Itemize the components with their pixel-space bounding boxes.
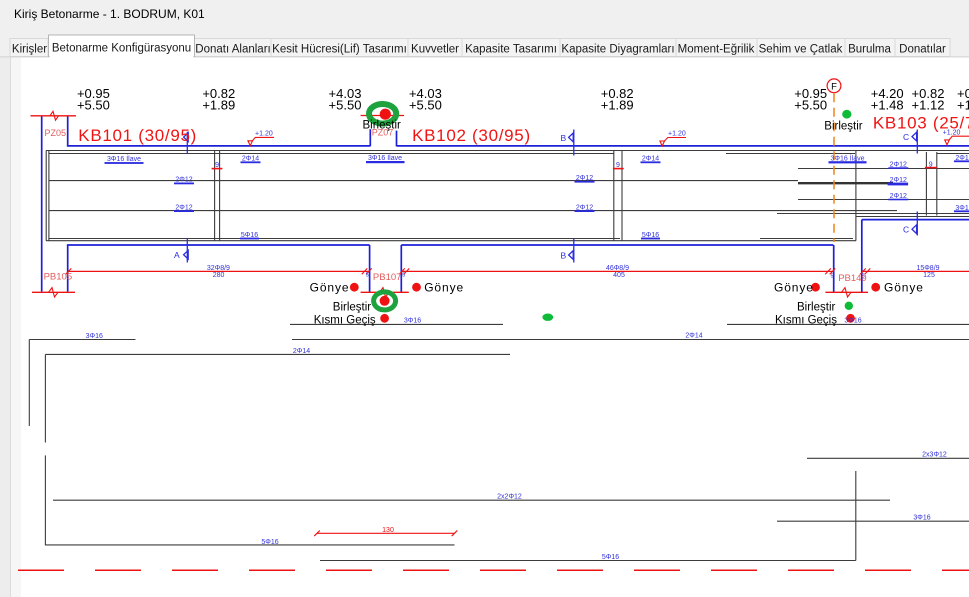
svg-text:2Φ14: 2Φ14 <box>955 155 969 162</box>
svg-text:2Φ14: 2Φ14 <box>685 333 702 340</box>
svg-text:PZ07: PZ07 <box>372 127 394 137</box>
svg-text:Birleştir: Birleştir <box>797 301 836 313</box>
svg-text:15Φ8/9: 15Φ8/9 <box>916 265 939 272</box>
svg-text:+5.50: +5.50 <box>329 98 362 113</box>
svg-text:+1.20: +1.20 <box>668 131 686 138</box>
svg-text:C: C <box>903 225 909 235</box>
svg-text:Kirişler: Kirişler <box>12 43 47 55</box>
svg-text:46Φ8/9: 46Φ8/9 <box>606 265 629 272</box>
svg-text:F: F <box>831 82 837 93</box>
svg-text:125: 125 <box>923 272 935 279</box>
svg-text:Gönye: Gönye <box>310 280 350 294</box>
svg-text:32Φ8/9: 32Φ8/9 <box>207 265 230 272</box>
svg-text:+4.03: +4.03 <box>409 86 442 101</box>
svg-text:Kısmı Geçiş: Kısmı Geçiş <box>314 314 376 326</box>
svg-text:+1.89: +1.89 <box>601 98 634 113</box>
svg-text:3Φ12: 3Φ12 <box>955 205 969 212</box>
svg-text:Sehim ve Çatlak: Sehim ve Çatlak <box>759 43 843 55</box>
svg-text:Kapasite Tasarımı: Kapasite Tasarımı <box>465 43 557 55</box>
svg-text:+4.20: +4.20 <box>871 86 904 101</box>
svg-text:2Φ14: 2Φ14 <box>293 348 310 355</box>
svg-text:Donatılar: Donatılar <box>899 43 946 55</box>
svg-text:2Φ12: 2Φ12 <box>175 204 192 211</box>
svg-text:+5.50: +5.50 <box>794 98 827 113</box>
svg-text:+1.20: +1.20 <box>943 130 961 137</box>
svg-text:2Φ12: 2Φ12 <box>890 193 907 200</box>
svg-text:+0.82: +0.82 <box>601 86 634 101</box>
svg-text:2Φ12: 2Φ12 <box>890 162 907 169</box>
svg-text:Gönye: Gönye <box>884 280 924 294</box>
svg-text:5: 5 <box>366 273 369 279</box>
svg-text:PZ05: PZ05 <box>45 128 67 138</box>
svg-text:+1.20: +1.20 <box>255 131 273 138</box>
svg-text:C: C <box>903 132 909 142</box>
svg-text:2x3Φ12: 2x3Φ12 <box>922 452 947 459</box>
svg-text:2Φ12: 2Φ12 <box>890 177 907 184</box>
svg-text:Betonarme Konfigürasyonu: Betonarme Konfigürasyonu <box>52 42 191 54</box>
svg-text:2Φ12: 2Φ12 <box>576 204 593 211</box>
svg-text:PB149: PB149 <box>838 273 867 284</box>
svg-text:5Φ16: 5Φ16 <box>261 539 278 546</box>
svg-text:9: 9 <box>215 162 219 169</box>
svg-text:Gönye: Gönye <box>424 280 464 294</box>
svg-text:Donatı Alanları: Donatı Alanları <box>195 43 270 55</box>
svg-text:3Φ16: 3Φ16 <box>913 514 930 521</box>
svg-text:+0.82: +0.82 <box>202 86 235 101</box>
svg-text:KB101 (30/95): KB101 (30/95) <box>78 126 197 145</box>
svg-text:Moment-Eğrilik: Moment-Eğrilik <box>678 43 755 55</box>
svg-text:2Φ12: 2Φ12 <box>576 175 593 182</box>
svg-text:KB102 (30/95): KB102 (30/95) <box>412 126 531 145</box>
svg-text:5: 5 <box>862 273 865 279</box>
svg-text:2Φ14: 2Φ14 <box>242 156 259 163</box>
svg-text:405: 405 <box>613 272 625 279</box>
svg-text:3Φ16 İlave: 3Φ16 İlave <box>831 154 865 163</box>
svg-text:+1.48: +1.48 <box>871 98 904 113</box>
svg-text:Birleştir: Birleştir <box>363 120 402 132</box>
svg-text:Kuvvetler: Kuvvetler <box>411 43 459 55</box>
svg-text:+4.03: +4.03 <box>329 86 362 101</box>
svg-text:5Φ16: 5Φ16 <box>602 554 619 561</box>
svg-text:Gönye: Gönye <box>774 280 814 294</box>
svg-text:2Φ12: 2Φ12 <box>175 177 192 184</box>
svg-text:3Φ16: 3Φ16 <box>844 318 861 325</box>
svg-text:PB107: PB107 <box>373 272 402 283</box>
svg-text:+0.95: +0.95 <box>77 86 110 101</box>
svg-text:280: 280 <box>213 272 225 279</box>
svg-text:130: 130 <box>382 527 394 534</box>
svg-text:3Φ16: 3Φ16 <box>86 333 103 340</box>
svg-text:+5.50: +5.50 <box>409 98 442 113</box>
svg-text:5Φ16: 5Φ16 <box>642 232 659 239</box>
svg-text:+1.12: +1.12 <box>957 98 969 113</box>
svg-text:A: A <box>174 250 180 260</box>
svg-text:+1.89: +1.89 <box>202 98 235 113</box>
svg-text:5Φ16: 5Φ16 <box>241 232 258 239</box>
svg-text:Kısmı Geçiş: Kısmı Geçiş <box>775 314 837 326</box>
svg-text:5: 5 <box>402 273 405 279</box>
svg-text:PB105: PB105 <box>44 272 73 283</box>
svg-text:+0.95: +0.95 <box>794 86 827 101</box>
svg-text:B: B <box>561 133 567 143</box>
svg-text:Kiriş Betonarme - 1. BODRUM, K: Kiriş Betonarme - 1. BODRUM, K01 <box>14 7 205 21</box>
svg-text:B: B <box>561 251 567 261</box>
svg-text:+0.82: +0.82 <box>957 86 969 101</box>
svg-text:+5.50: +5.50 <box>77 98 110 113</box>
svg-text:9: 9 <box>616 162 620 169</box>
svg-text:Burulma: Burulma <box>848 43 891 55</box>
svg-text:+0.82: +0.82 <box>912 86 945 101</box>
svg-text:+1.12: +1.12 <box>912 98 945 113</box>
svg-text:3Φ16 İlave: 3Φ16 İlave <box>107 154 141 163</box>
svg-text:Birleştir: Birleştir <box>824 120 863 132</box>
svg-text:KB103 (25/70): KB103 (25/70) <box>873 114 969 133</box>
svg-text:5: 5 <box>830 273 833 279</box>
svg-text:3Φ16: 3Φ16 <box>404 318 421 325</box>
svg-text:9: 9 <box>929 161 933 168</box>
svg-text:Birleştir: Birleştir <box>333 301 372 313</box>
svg-text:3Φ16 İlave: 3Φ16 İlave <box>368 153 402 162</box>
svg-text:Kesit Hücresi(Lif) Tasarımı: Kesit Hücresi(Lif) Tasarımı <box>272 43 407 55</box>
svg-text:2Φ14: 2Φ14 <box>642 156 659 163</box>
svg-text:Kapasite Diyagramları: Kapasite Diyagramları <box>561 43 674 55</box>
svg-text:2x2Φ12: 2x2Φ12 <box>497 494 522 501</box>
